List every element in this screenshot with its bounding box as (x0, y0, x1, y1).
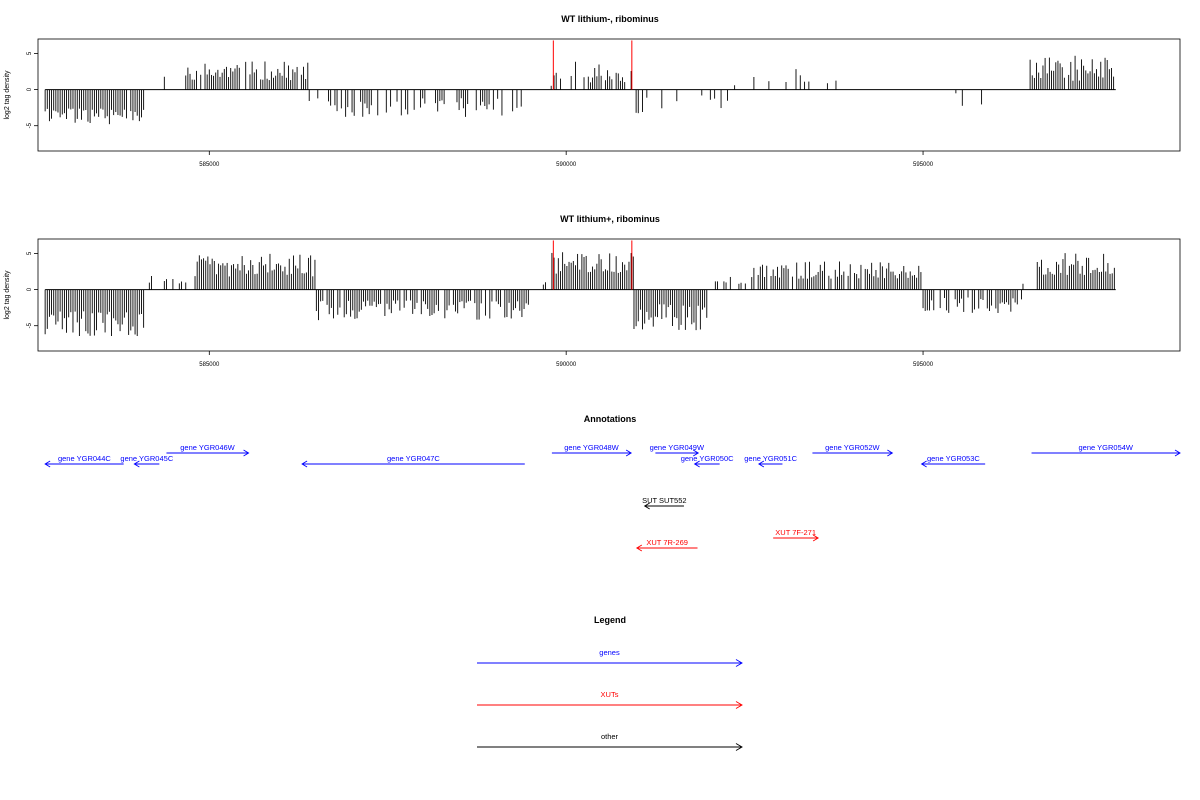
track-1-axes: 585000 590000 595000 -5 0 5 (27, 51, 934, 168)
annotation-feature: gene YGR050C (681, 454, 734, 468)
annotation-label: gene YGR047C (387, 454, 440, 463)
annotation-label: gene YGR045C (120, 454, 173, 463)
legend-arrowhead (735, 701, 743, 709)
annotation-label: gene YGR054W (1079, 443, 1134, 452)
annotation-label: gene YGR053C (927, 454, 980, 463)
annotations-title: Annotations (584, 414, 637, 424)
annotation-arrowhead (693, 460, 700, 468)
annotation-label: gene YGR044C (58, 454, 111, 463)
annotation-label: gene YGR046W (180, 443, 235, 452)
annotation-feature: gene YGR054W (1031, 443, 1181, 457)
legend-panel: Legend genes XUTs other (477, 615, 743, 751)
track-2-axes: 585000 590000 595000 -5 0 5 (27, 251, 934, 368)
legend-item: genes (477, 648, 743, 667)
legend-label: XUTs (601, 690, 619, 699)
track-2: WT lithium+, ribominus log2 tag density … (4, 214, 1181, 368)
y-tick-label: 5 (27, 51, 33, 55)
annotation-label: gene YGR049W (650, 443, 705, 452)
x-tick-label: 595000 (913, 162, 934, 168)
track-2-plot-frame (37, 238, 1181, 352)
x-tick-label: 590000 (556, 362, 577, 368)
annotation-feature: gene YGR047C (301, 454, 525, 468)
annotation-arrowhead (635, 544, 643, 552)
annotation-label: XUT 7F-271 (775, 528, 816, 537)
annotation-arrowhead (1174, 449, 1181, 457)
annotation-feature: gene YGR045C (120, 454, 174, 468)
annotation-label: gene YGR050C (681, 454, 734, 463)
annotation-feature: SUT SUT552 (642, 496, 687, 510)
annotations-panel: Annotations gene YGR044C gene YGR045Cgene… (44, 414, 1181, 552)
annotation-feature: gene YGR044C (44, 454, 124, 468)
track-1-bars (44, 40, 1116, 125)
annotation-feature: gene YGR046W (166, 443, 250, 457)
annotation-feature: XUT 7F-271 (773, 528, 820, 542)
annotation-arrowhead (758, 460, 765, 468)
annotation-arrowhead (692, 449, 700, 457)
annotation-feature: gene YGR052W (812, 443, 894, 457)
track-2-bars (44, 240, 1116, 337)
y-tick-label: -5 (27, 122, 33, 128)
y-tick-label: 5 (27, 251, 33, 255)
track-1-ylabel: log2 tag density (4, 70, 11, 120)
annotation-feature: gene YGR053C (920, 454, 986, 468)
track-1-title: WT lithium-, ribominus (561, 14, 659, 24)
legend-item: XUTs (477, 690, 743, 709)
track-2-title: WT lithium+, ribominus (560, 214, 660, 224)
x-tick-label: 585000 (199, 162, 220, 168)
annotation-label: gene YGR048W (564, 443, 619, 452)
annotation-feature: gene YGR049W (650, 443, 705, 457)
annotation-label: gene YGR051C (744, 454, 797, 463)
legend-arrowhead (735, 743, 743, 751)
annotation-arrowhead (920, 460, 927, 468)
annotation-arrowhead (643, 502, 650, 510)
track-1-plot-frame (37, 38, 1181, 152)
annotation-arrowhead (887, 449, 894, 457)
annotation-feature: gene YGR051C (744, 454, 798, 468)
annotation-features: gene YGR044C gene YGR045C gene YGR046W gene… (44, 443, 1181, 552)
annotation-arrowhead (812, 534, 820, 542)
legend-label: genes (599, 648, 620, 657)
track-1: WT lithium-, ribominus log2 tag density … (4, 14, 1181, 168)
annotation-arrowhead (301, 460, 308, 468)
annotation-label: SUT SUT552 (642, 496, 686, 505)
legend-title: Legend (594, 615, 626, 625)
annotation-feature: gene YGR048W (551, 443, 633, 457)
annotation-arrowhead (44, 460, 51, 468)
y-tick-label: 0 (27, 287, 33, 291)
annotation-arrowhead (625, 449, 633, 457)
annotation-arrowhead (133, 460, 140, 468)
annotation-feature: XUT 7R-269 (635, 538, 698, 552)
annotation-label: gene YGR052W (825, 443, 880, 452)
track-2-ylabel: log2 tag density (4, 270, 11, 320)
annotation-label: XUT 7R-269 (646, 538, 688, 547)
legend-label: other (601, 732, 619, 741)
legend-item: other (477, 732, 743, 751)
x-tick-label: 595000 (913, 362, 934, 368)
legend-items: genes XUTs other (477, 648, 743, 751)
legend-arrowhead (735, 659, 743, 667)
x-tick-label: 590000 (556, 162, 577, 168)
y-tick-label: -5 (27, 322, 33, 328)
x-tick-label: 585000 (199, 362, 220, 368)
y-tick-label: 0 (27, 87, 33, 91)
annotation-arrowhead (243, 449, 250, 457)
